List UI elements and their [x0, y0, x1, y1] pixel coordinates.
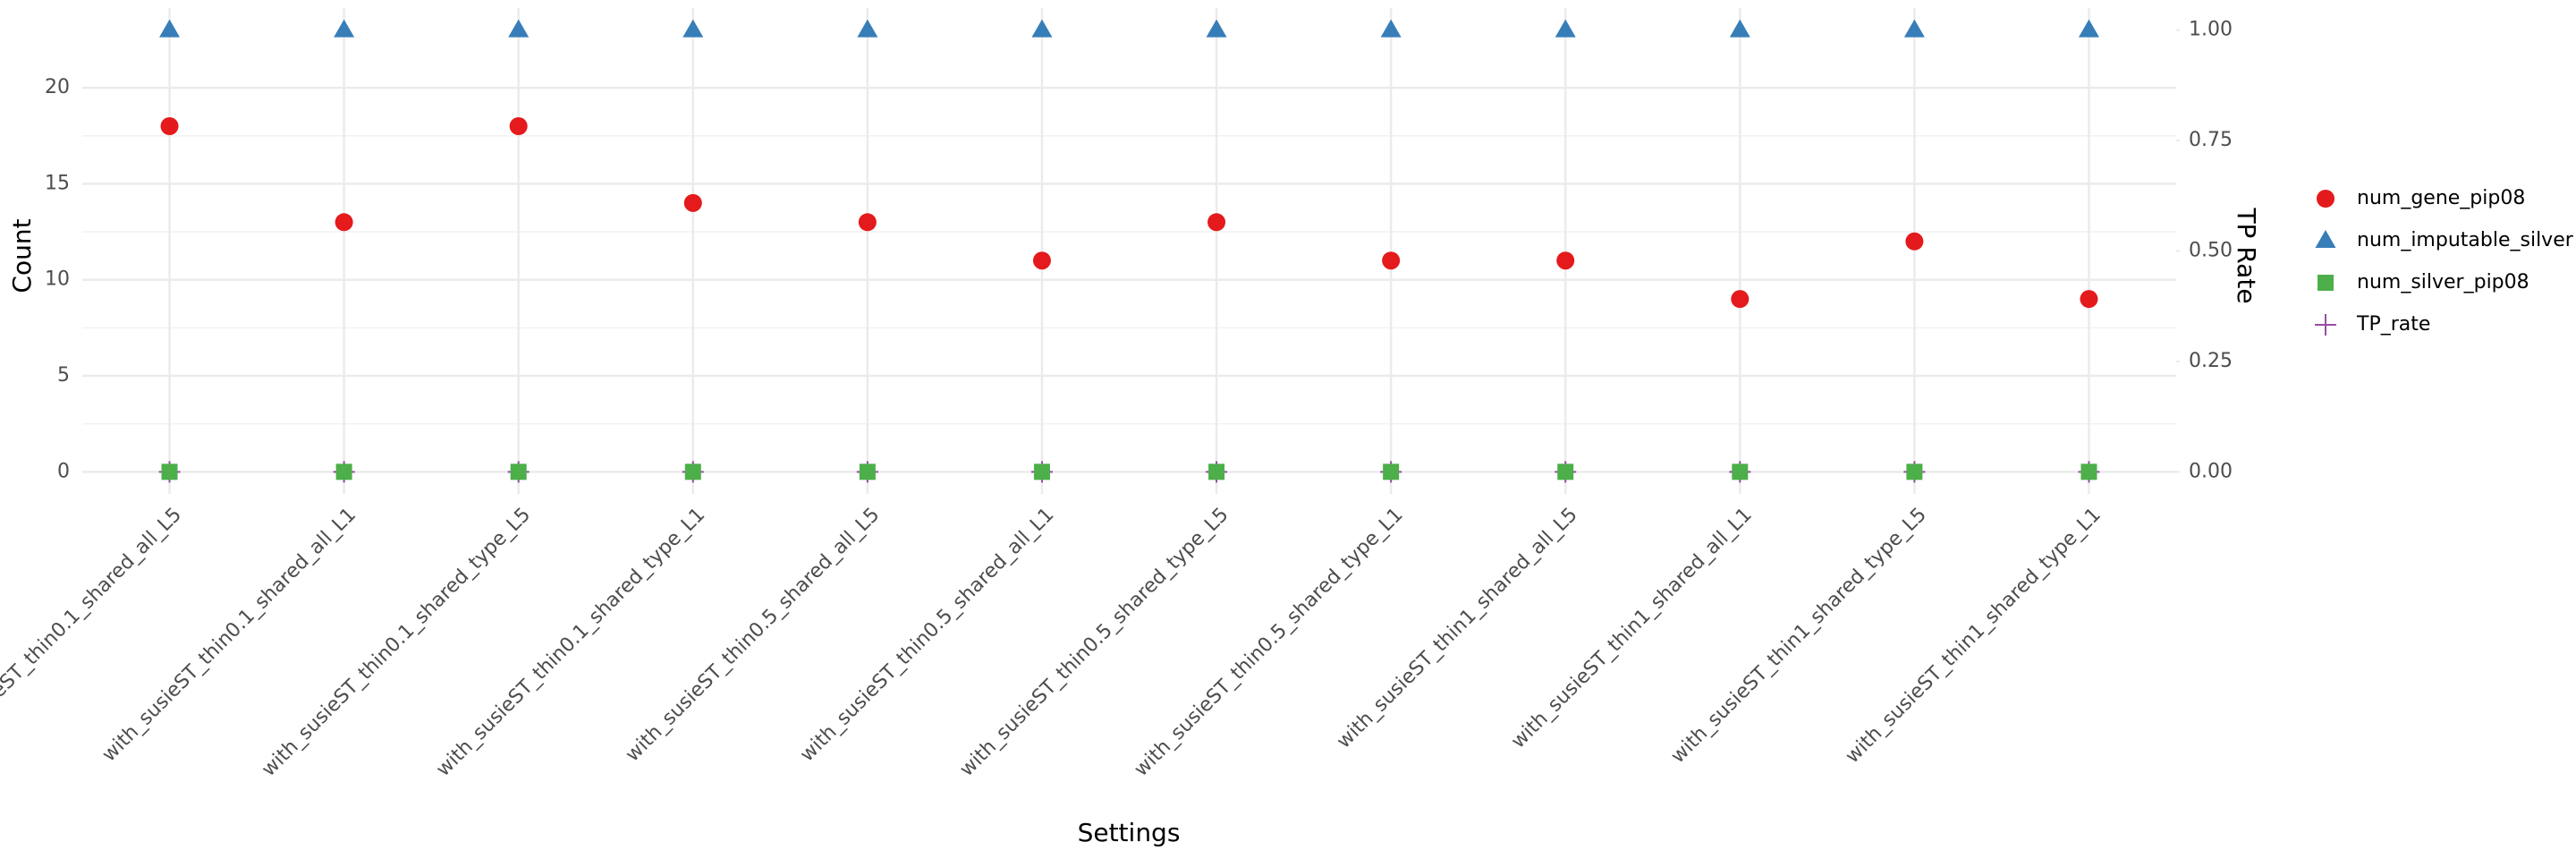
- legend-marker: [2315, 314, 2336, 336]
- x-tick-label: with_susieST_thin0.5_shared_type_L5: [955, 504, 1233, 781]
- point: [1557, 464, 1574, 481]
- point: [1380, 19, 1402, 38]
- y2-tick-label: 0.75: [2189, 129, 2233, 151]
- point: [159, 19, 181, 38]
- point: [1903, 19, 1925, 38]
- point: [1208, 213, 1226, 232]
- x-tick-label: with_susieST_thin0.1_shared_type_L5: [258, 504, 535, 781]
- y2-tick-label: 0.00: [2189, 460, 2233, 482]
- point: [1383, 464, 1400, 481]
- point: [335, 464, 352, 481]
- point: [1382, 251, 1401, 270]
- point: [510, 464, 527, 481]
- legend-label: num_silver_pip08: [2357, 271, 2529, 293]
- point: [509, 116, 528, 135]
- x-axis-title: Settings: [1078, 818, 1181, 847]
- legend-marker: [2317, 190, 2334, 208]
- point: [1905, 232, 1924, 251]
- point: [1729, 19, 1750, 38]
- y2-tick-label: 0.50: [2189, 240, 2233, 262]
- point: [682, 19, 704, 38]
- point: [1555, 19, 1576, 38]
- x-tick-label: with_susieST_thin0.5_shared_type_L1: [1130, 504, 1407, 781]
- y2-tick-label: 0.25: [2189, 350, 2233, 372]
- point: [335, 213, 353, 232]
- y-tick-label: 15: [45, 172, 70, 194]
- point: [161, 464, 178, 481]
- point: [1206, 19, 1227, 38]
- point: [683, 193, 702, 212]
- point: [1732, 464, 1749, 481]
- point: [684, 464, 701, 481]
- point: [1208, 464, 1225, 481]
- y-tick-label: 5: [57, 364, 70, 387]
- x-tick-label: with_susieST_thin0.1_shared_type_L1: [432, 504, 709, 781]
- point: [1556, 251, 1575, 270]
- point: [857, 19, 878, 38]
- legend-marker: [2315, 230, 2336, 248]
- point: [2080, 290, 2098, 309]
- y-axis-title: Count: [7, 218, 37, 293]
- point: [1906, 464, 1923, 481]
- legend-label: TP_rate: [2356, 313, 2430, 336]
- point: [2078, 19, 2099, 38]
- x-tick-label: with_susieST_thin0.1_shared_all_L5: [0, 504, 186, 767]
- legend-label: num_imputable_silver: [2357, 229, 2574, 251]
- y-tick-label: 20: [45, 76, 70, 98]
- point: [2080, 464, 2097, 481]
- point: [334, 19, 355, 38]
- y2-tick-label: 1.00: [2189, 19, 2233, 41]
- y2-axis-title: TP Rate: [2232, 207, 2261, 303]
- point: [858, 213, 877, 232]
- y-tick-label: 0: [57, 460, 70, 482]
- point: [859, 464, 876, 481]
- y-tick-label: 10: [45, 268, 70, 291]
- point: [1033, 464, 1050, 481]
- point: [160, 116, 179, 135]
- point: [1032, 251, 1051, 270]
- legend-label: num_gene_pip08: [2357, 187, 2525, 209]
- point: [1731, 290, 1750, 309]
- point: [1031, 19, 1053, 38]
- point: [508, 19, 530, 38]
- legend-marker: [2318, 275, 2334, 291]
